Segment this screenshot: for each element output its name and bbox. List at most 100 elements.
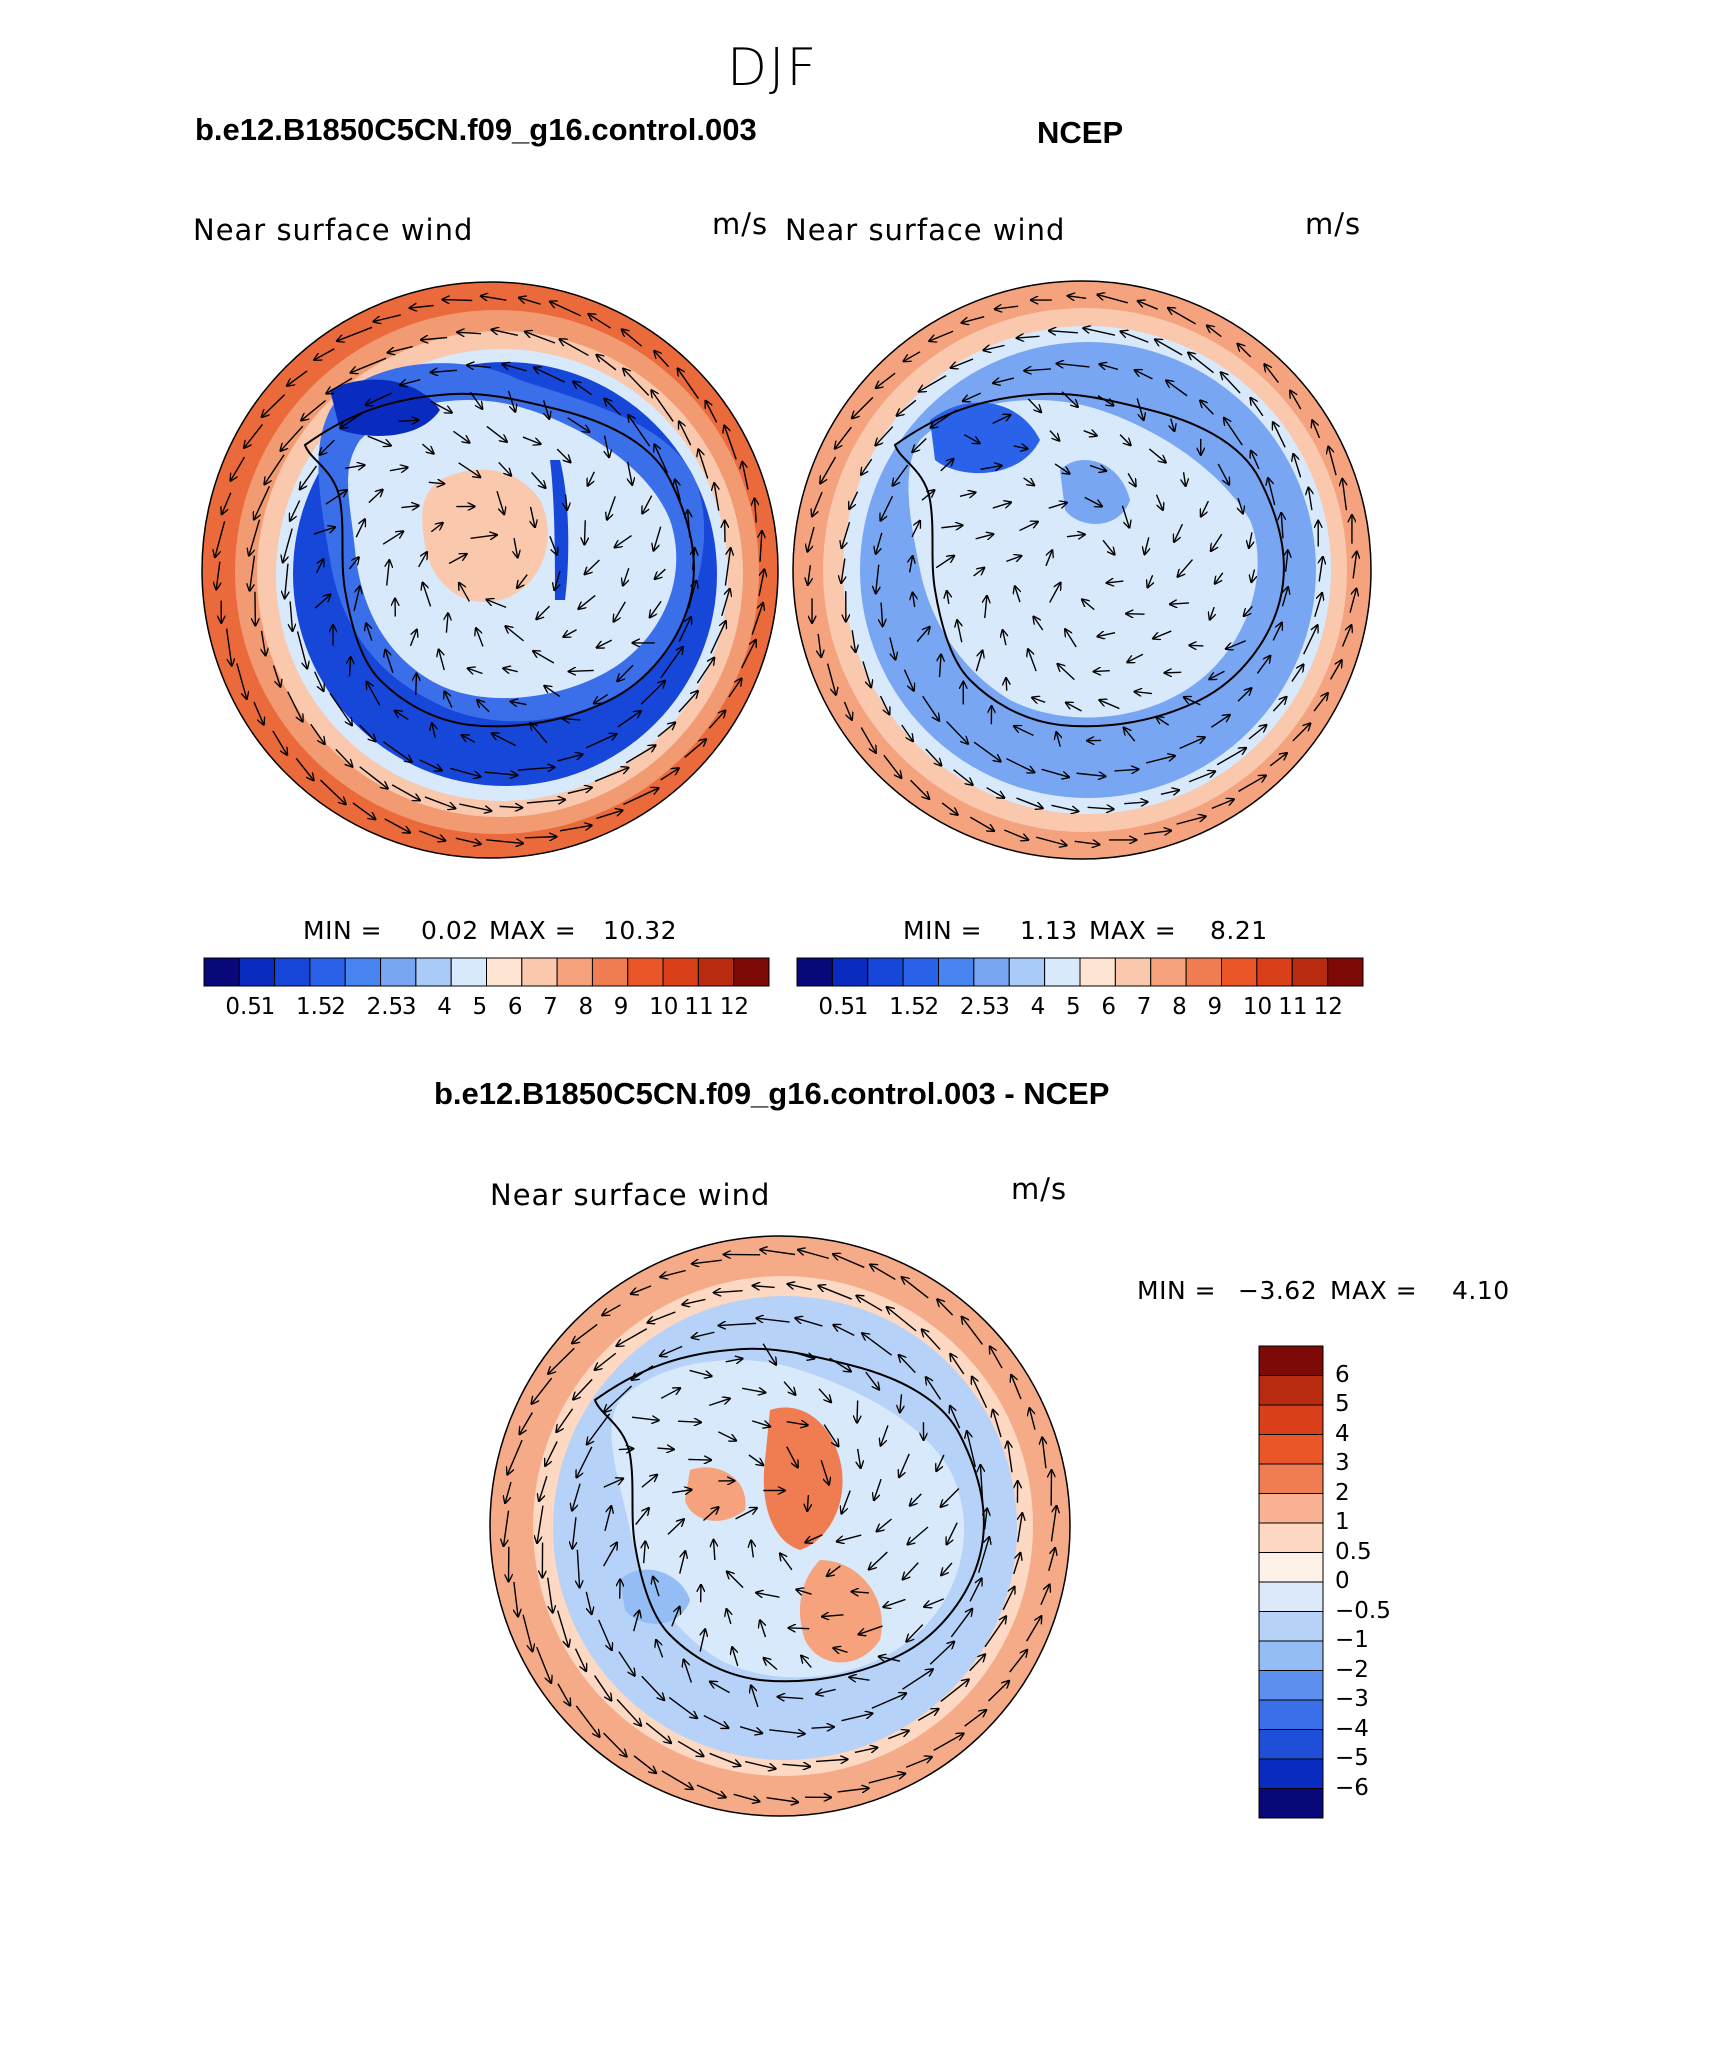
- map-2-wind-vector: [1033, 616, 1044, 631]
- map-2-wind-vector: [1065, 629, 1077, 648]
- map-1-wind-vector: [623, 788, 658, 806]
- map-3-wind-vector: [924, 1598, 945, 1607]
- map-1-wind-vector: [476, 628, 484, 647]
- map-3-wind-vector: [811, 1727, 834, 1728]
- map-1-wind-vector: [526, 800, 565, 803]
- map-3-wind-vector: [857, 1400, 858, 1422]
- map-3-wind-vector: [940, 1487, 960, 1507]
- map-3-wind-vector: [820, 1459, 829, 1485]
- map-3-wind-vector: [787, 1284, 812, 1291]
- map-3-wind-vector: [556, 1408, 574, 1433]
- map-1-wind-vector: [654, 351, 670, 368]
- map-1-wind-vector: [290, 601, 292, 631]
- map-2-wind-vector: [1249, 532, 1252, 548]
- map-2-wind-vector: [910, 779, 930, 799]
- map-2-wind-vector: [835, 426, 852, 449]
- map-1-wind-vector: [366, 623, 373, 641]
- map-2-wind-vector: [925, 748, 942, 766]
- map-1-wind-vector: [614, 601, 626, 622]
- map-2-wind-vector: [1341, 625, 1352, 647]
- map-1-wind-vector: [559, 825, 592, 832]
- panel-1-min-label: MIN =: [303, 916, 383, 945]
- map-1-wind-vector: [314, 594, 330, 609]
- map-3-wind-vector: [631, 1285, 652, 1294]
- map-2-wind-vector: [812, 491, 823, 516]
- map-3-wind-vector: [862, 1333, 893, 1356]
- map-3-wind-vector: [795, 1318, 823, 1327]
- map-3-wind-vector: [514, 1581, 518, 1617]
- map-3-wind-vector: [760, 1250, 796, 1256]
- panel-2-max-value: 8.21: [1210, 916, 1268, 945]
- map-1-wind-vector: [617, 664, 634, 681]
- map-3-wind-vector: [940, 1679, 969, 1702]
- map-1-wind-vector: [693, 548, 695, 570]
- map-2-wind-vector: [1210, 715, 1230, 728]
- colorbar-3-swatch: [1258, 1758, 1324, 1789]
- colorbar-1-swatch: [591, 957, 629, 987]
- map-1-wind-vector: [650, 600, 662, 617]
- map-2-wind-vector: [1032, 697, 1046, 702]
- map-1-wind-vector: [505, 626, 525, 642]
- map-2-wind-vector: [903, 351, 921, 362]
- map-1-wind-vector: [295, 757, 314, 780]
- map-1-wind-vector: [559, 339, 589, 357]
- map-2-wind-vector: [1066, 703, 1082, 712]
- colorbar-1-swatch: [415, 957, 452, 987]
- map-1-wind-vector: [492, 733, 516, 747]
- map-3-wind-vector: [672, 1490, 692, 1493]
- map-2-wind-vector: [1184, 697, 1201, 706]
- map-2-wind-vector: [1174, 523, 1184, 542]
- map-1-wind-vector: [325, 490, 347, 505]
- colorbar-2-tick-label: 0.5: [818, 994, 855, 1020]
- map-2-wind-vector: [1054, 463, 1070, 474]
- colorbar-2-swatch: [1044, 957, 1081, 987]
- map-1-wind-vector: [283, 528, 293, 563]
- map-3-wind-vector: [769, 1730, 805, 1734]
- map-2-wind-vector: [1210, 606, 1214, 620]
- map-1-wind-vector: [296, 631, 308, 668]
- map-1-wind-vector: [244, 423, 263, 448]
- map-1-wind-vector: [654, 444, 669, 474]
- map-3-wind-vector: [833, 1648, 848, 1652]
- panel-3-min-value: −3.62: [1238, 1276, 1318, 1305]
- map-2-wind-vector: [1217, 463, 1229, 485]
- colorbar-1-swatch: [486, 957, 523, 987]
- map-3-wind-vector: [841, 1713, 873, 1722]
- map-1-wind-vector: [421, 443, 433, 454]
- map-1-wind-vector: [416, 673, 417, 695]
- colorbar-2-swatch: [938, 957, 975, 987]
- map-3-wind-vector: [833, 1254, 865, 1269]
- map-2-wind-vector: [1048, 503, 1067, 509]
- map-3-wind-vector: [985, 1508, 987, 1530]
- map-2-wind-vector: [1256, 656, 1270, 674]
- map-1-wind-vector: [470, 535, 497, 539]
- map-2-wind-vector: [1215, 572, 1224, 584]
- map-3-wind-vector: [816, 1759, 848, 1761]
- map-2-wind-vector: [893, 464, 909, 486]
- map-2-wind-vector: [1176, 816, 1206, 825]
- map-2-wind-vector: [1291, 664, 1304, 682]
- map-2-wind-vector: [1237, 344, 1252, 358]
- map-3-wind-vector: [603, 1478, 623, 1488]
- map-1-wind-vector: [604, 399, 622, 416]
- map-3-wind-vector: [762, 1343, 776, 1365]
- map-3-wind-vector: [668, 1696, 697, 1718]
- map-2-wind-vector: [876, 372, 896, 388]
- map-1-wind-vector: [421, 338, 448, 340]
- map-3-wind-vector: [899, 1355, 916, 1374]
- map-2-wind-vector: [1093, 671, 1110, 672]
- map-3-wind-vector: [1050, 1506, 1056, 1542]
- panel-3-min-label: MIN =: [1137, 1276, 1217, 1305]
- colorbar-1: [203, 957, 770, 987]
- colorbar-1-swatch: [521, 957, 558, 987]
- colorbar-1-tick-label: 7: [543, 994, 558, 1020]
- map-3-wind-vector: [703, 1507, 718, 1522]
- map-1-wind-vector: [556, 448, 570, 462]
- map-2-wind-vector: [1349, 588, 1356, 613]
- map-2-wind-vector: [973, 568, 985, 577]
- colorbar-1-swatch: [450, 957, 487, 987]
- map-1-wind-vector: [337, 326, 373, 341]
- map-2-wind-vector: [826, 663, 836, 695]
- map-2-wind-vector: [992, 415, 1011, 425]
- colorbar-1-tick-label: 0.5: [225, 994, 262, 1020]
